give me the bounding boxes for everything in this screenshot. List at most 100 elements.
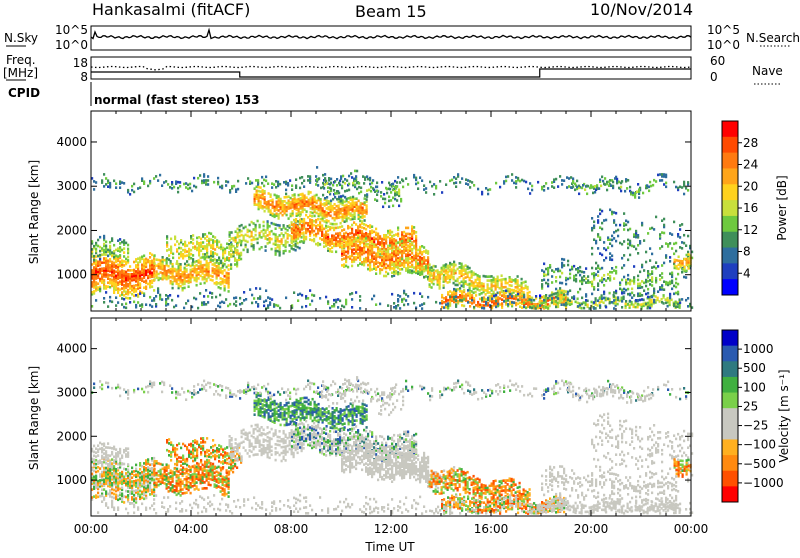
scatter-cell bbox=[671, 288, 673, 291]
scatter-cell bbox=[407, 183, 409, 186]
scatter-cell bbox=[253, 228, 255, 231]
scatter-cell bbox=[503, 180, 505, 183]
scatter-cell bbox=[145, 280, 147, 283]
scatter-cell bbox=[651, 284, 653, 287]
scatter-cell bbox=[584, 188, 586, 191]
scatter-cell bbox=[309, 303, 311, 306]
scatter-cell bbox=[262, 189, 264, 192]
scatter-cell bbox=[158, 273, 160, 276]
scatter-cell bbox=[563, 293, 565, 296]
scatter-cell bbox=[211, 292, 213, 295]
scatter-cell bbox=[337, 240, 339, 243]
scatter-cell bbox=[123, 255, 125, 258]
scatter-cell bbox=[570, 186, 572, 189]
scatter-cell bbox=[373, 231, 375, 234]
scatter-cell bbox=[651, 253, 653, 256]
scatter-cell bbox=[569, 299, 571, 302]
scatter-cell bbox=[275, 186, 277, 189]
scatter-cell bbox=[239, 239, 241, 242]
scatter-cell bbox=[679, 236, 681, 239]
scatter-cell bbox=[372, 179, 374, 182]
scatter-cell bbox=[301, 306, 303, 309]
scatter-cell bbox=[601, 277, 603, 280]
scatter-cell bbox=[257, 220, 259, 223]
scatter-cell bbox=[167, 295, 169, 298]
scatter-cell bbox=[388, 182, 390, 185]
scatter-cell bbox=[137, 261, 139, 264]
scatter-cell bbox=[107, 274, 109, 277]
scatter-cell bbox=[332, 198, 334, 201]
scatter-cell bbox=[425, 259, 427, 262]
scatter-cell bbox=[381, 269, 383, 272]
scatter-cell bbox=[639, 240, 641, 243]
scatter-cell bbox=[137, 257, 139, 260]
scatter-cell bbox=[351, 265, 353, 268]
scatter-cell bbox=[188, 264, 190, 267]
scatter-cell bbox=[543, 299, 545, 302]
scatter-cell bbox=[647, 232, 649, 235]
scatter-cell bbox=[521, 299, 523, 302]
scatter-cell bbox=[593, 238, 595, 241]
scatter-cell bbox=[317, 242, 319, 245]
scatter-cell bbox=[435, 301, 437, 304]
scatter-cell bbox=[388, 205, 390, 208]
scatter-cell bbox=[597, 265, 599, 268]
scatter-cell bbox=[567, 299, 569, 302]
scatter-cell bbox=[545, 182, 547, 185]
scatter-cell bbox=[154, 266, 156, 269]
scatter-cell bbox=[307, 179, 309, 182]
scatter-cell bbox=[196, 268, 198, 271]
scatter-cell bbox=[263, 301, 265, 304]
scatter-cell bbox=[301, 294, 303, 297]
scatter-cell bbox=[202, 241, 204, 244]
scatter-cell bbox=[681, 247, 683, 250]
scatter-cell bbox=[471, 270, 473, 273]
freq-label-line2: [MHz] bbox=[3, 66, 38, 80]
scatter-cell bbox=[117, 255, 119, 258]
scatter-cell bbox=[493, 285, 495, 288]
scatter-cell bbox=[139, 282, 141, 285]
scatter-cell bbox=[477, 188, 479, 191]
scatter-cell bbox=[396, 185, 398, 188]
scatter-cell bbox=[511, 284, 513, 287]
scatter-cell bbox=[463, 289, 465, 292]
scatter-cell bbox=[247, 241, 249, 244]
y-tick-label: 1000 bbox=[56, 268, 87, 282]
scatter-cell bbox=[345, 251, 347, 254]
scatter-cell bbox=[318, 213, 320, 216]
scatter-cell bbox=[216, 253, 218, 256]
scatter-cell bbox=[356, 201, 358, 204]
scatter-cell bbox=[449, 262, 451, 265]
scatter-cell bbox=[501, 302, 503, 305]
scatter-cell bbox=[379, 235, 381, 238]
scatter-cell bbox=[320, 187, 322, 190]
scatter-cell bbox=[139, 257, 141, 260]
scatter-cell bbox=[99, 268, 101, 271]
scatter-cell bbox=[312, 196, 314, 199]
scatter-cell bbox=[599, 304, 601, 307]
scatter-cell bbox=[172, 257, 174, 260]
scatter-cell bbox=[285, 193, 287, 196]
scatter-cell bbox=[243, 291, 245, 294]
scatter-cell bbox=[386, 188, 388, 191]
scatter-cell bbox=[615, 290, 617, 293]
scatter-cell bbox=[295, 224, 297, 227]
scatter-cell bbox=[364, 215, 366, 218]
scatter-cell bbox=[391, 267, 393, 270]
scatter-cell bbox=[599, 280, 601, 283]
scatter-cell bbox=[555, 292, 557, 295]
scatter-cell bbox=[421, 245, 423, 248]
scatter-cell bbox=[293, 291, 295, 294]
scatter-cell bbox=[125, 297, 127, 300]
scatter-cell bbox=[623, 276, 625, 279]
scatter-cell bbox=[375, 272, 377, 275]
scatter-cell bbox=[471, 302, 473, 305]
scatter-cell bbox=[453, 288, 455, 291]
scatter-cell bbox=[368, 189, 370, 192]
scatter-cell bbox=[579, 280, 581, 283]
scatter-cell bbox=[661, 231, 663, 234]
scatter-cell bbox=[388, 196, 390, 199]
scatter-cell bbox=[675, 286, 677, 289]
scatter-cell bbox=[686, 270, 688, 273]
scatter-cell bbox=[123, 298, 125, 301]
